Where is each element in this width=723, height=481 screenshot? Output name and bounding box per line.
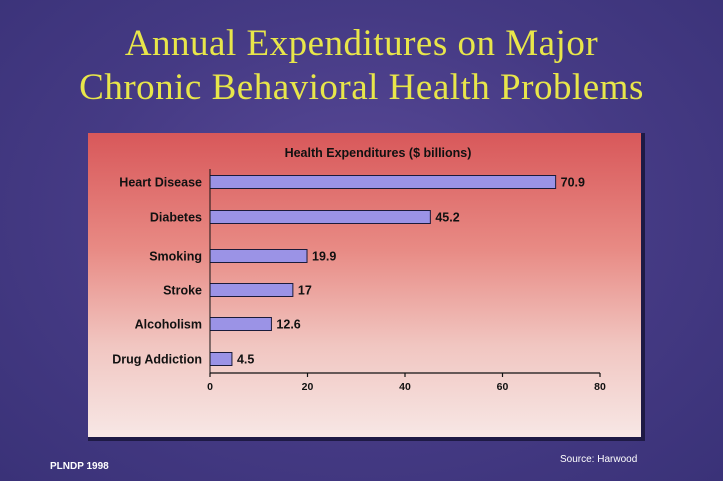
value-label: 45.2: [435, 211, 459, 225]
title-line-2: Chronic Behavioral Health Problems: [79, 67, 644, 108]
value-label: 70.9: [561, 176, 585, 190]
bar: [209, 210, 431, 224]
value-label: 19.9: [312, 250, 336, 264]
bar: [209, 317, 272, 331]
bar: [209, 249, 308, 263]
x-tick-label: 0: [207, 381, 213, 393]
category-label: Drug Addiction: [112, 353, 202, 367]
bar: [209, 283, 294, 297]
value-label: 12.6: [276, 318, 300, 332]
value-label: 17: [298, 284, 312, 298]
category-label: Smoking: [149, 250, 202, 264]
chart-title: Health Expenditures ($ billions): [285, 146, 472, 160]
footer-left-label: PLNDP 1998: [50, 461, 109, 472]
bar: [209, 175, 557, 189]
category-label: Diabetes: [150, 211, 202, 225]
value-label: 4.5: [237, 353, 254, 367]
category-label: Alcoholism: [135, 318, 202, 332]
slide-title: Annual Expenditures on Major Chronic Beh…: [0, 22, 723, 110]
category-label: Stroke: [163, 284, 202, 298]
bar-chart: Health Expenditures ($ billions) Heart Di…: [112, 146, 606, 393]
x-tick-label: 40: [399, 381, 411, 393]
x-tick-label: 80: [594, 381, 606, 393]
bar: [209, 352, 233, 366]
source-label: Source: Harwood: [560, 454, 638, 465]
chart-panel: Health Expenditures ($ billions) Heart Di…: [88, 133, 645, 441]
category-label: Heart Disease: [119, 176, 202, 190]
x-tick-label: 60: [497, 381, 509, 393]
title-line-1: Annual Expenditures on Major: [124, 23, 599, 64]
x-tick-label: 20: [302, 381, 314, 393]
